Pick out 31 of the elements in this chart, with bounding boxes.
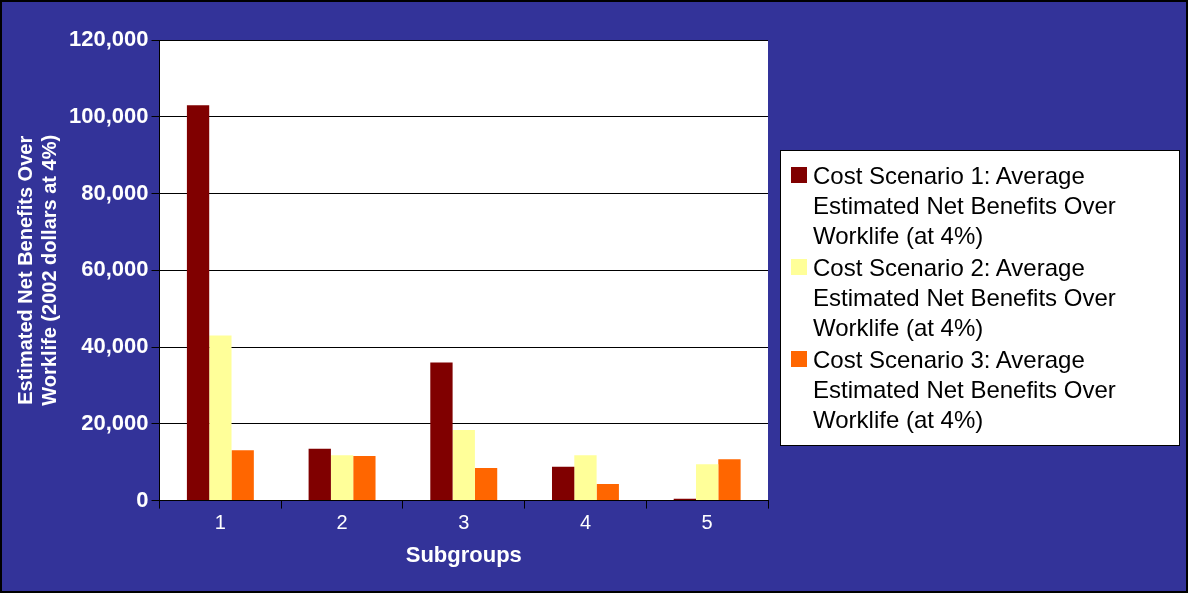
bar bbox=[452, 429, 475, 501]
x-tick-label: 1 bbox=[214, 511, 226, 534]
y-tick-label: 60,000 bbox=[81, 256, 149, 282]
y-tick-label: 80,000 bbox=[81, 179, 149, 205]
bar bbox=[330, 455, 354, 501]
bar bbox=[231, 450, 254, 501]
bar bbox=[718, 459, 741, 501]
legend-label: Cost Scenario 2: Average Estimated Net Benefits Over Worklife (at 4%) bbox=[813, 253, 1117, 343]
bar bbox=[574, 455, 597, 501]
bar bbox=[596, 484, 619, 501]
y-tick-label: 0 bbox=[136, 486, 149, 512]
x-tick-label: 5 bbox=[701, 511, 713, 534]
y-tick-label: 20,000 bbox=[81, 409, 149, 435]
y-tick-label: 120,000 bbox=[68, 26, 149, 52]
bar bbox=[474, 467, 498, 501]
bar bbox=[353, 456, 376, 501]
y-axis-title: Estimated Net Benefits Over Worklife (2002 dollars at 4%) bbox=[13, 134, 60, 406]
y-tick-label: 40,000 bbox=[81, 333, 149, 359]
x-tick-label: 4 bbox=[579, 511, 592, 534]
bar bbox=[696, 464, 719, 501]
legend-label: Cost Scenario 3: Average Estimated Net Benefits Over Worklife (at 4%) bbox=[813, 345, 1117, 435]
x-tick-label: 2 bbox=[336, 511, 348, 534]
x-axis-title: Subgroups bbox=[405, 541, 522, 567]
bar bbox=[209, 335, 232, 501]
legend-label: Cost Scenario 1: Average Estimated Net Benefits Over Worklife (at 4%) bbox=[813, 161, 1117, 251]
y-tick-label: 100,000 bbox=[68, 102, 149, 128]
x-tick-label: 3 bbox=[458, 511, 470, 534]
bar bbox=[430, 362, 453, 501]
bar bbox=[551, 466, 575, 501]
bar bbox=[308, 448, 331, 501]
bar bbox=[186, 105, 210, 501]
